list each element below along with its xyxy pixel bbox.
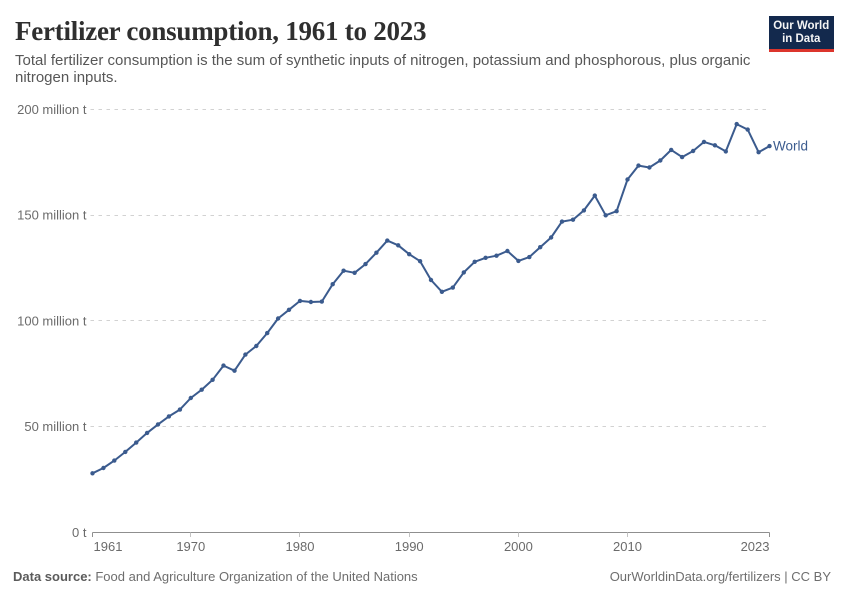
svg-text:50 million t: 50 million t: [24, 419, 87, 434]
svg-text:2000: 2000: [504, 539, 533, 554]
svg-text:150 million t: 150 million t: [17, 208, 87, 223]
svg-text:2023: 2023: [741, 539, 770, 554]
svg-text:1961: 1961: [94, 539, 123, 554]
svg-text:1980: 1980: [286, 539, 315, 554]
svg-text:100 million t: 100 million t: [17, 313, 87, 328]
svg-text:World: World: [773, 139, 808, 154]
svg-text:200 million t: 200 million t: [17, 102, 87, 117]
svg-text:2010: 2010: [613, 539, 642, 554]
svg-text:0 t: 0 t: [72, 525, 87, 540]
svg-text:1970: 1970: [176, 539, 205, 554]
svg-text:1990: 1990: [395, 539, 424, 554]
